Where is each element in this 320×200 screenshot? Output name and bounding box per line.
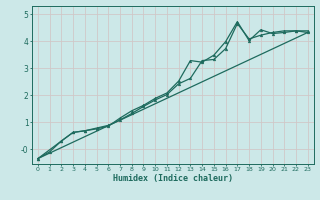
X-axis label: Humidex (Indice chaleur): Humidex (Indice chaleur) <box>113 174 233 183</box>
